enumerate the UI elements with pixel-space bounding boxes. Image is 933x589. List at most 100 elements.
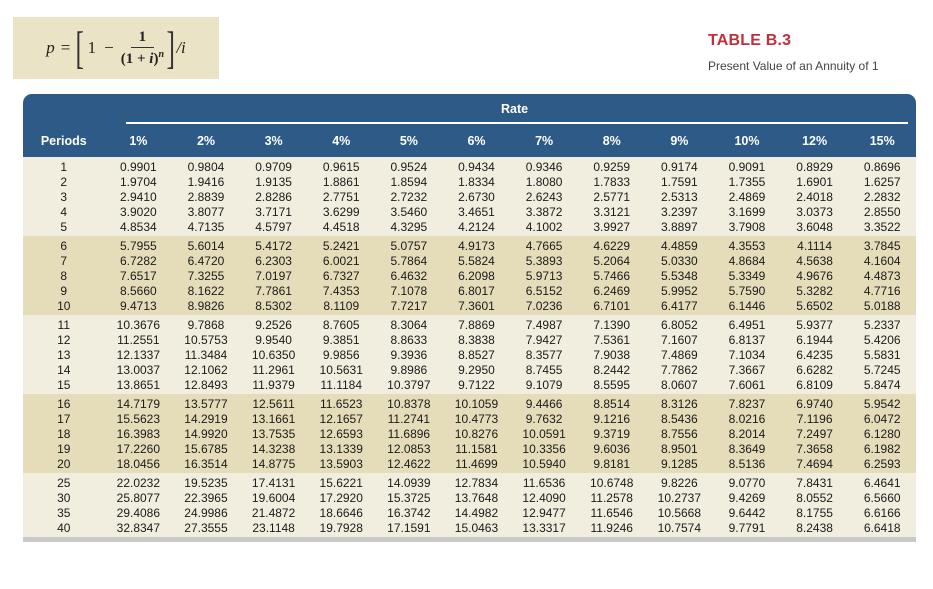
value-cell: 5.9377 (796, 317, 833, 332)
value-cell: 7.5361 (593, 332, 631, 347)
value-cell: 6.6166 (863, 505, 901, 520)
value-cell: 13.1339 (319, 441, 363, 456)
value-cell: 12.4090 (522, 490, 566, 505)
denominator-var: i (149, 50, 154, 67)
value-cell: 9.6036 (593, 441, 631, 456)
value-cell: 6.9740 (796, 396, 833, 411)
value-cell: 10.6748 (590, 475, 634, 490)
value-cell: 7.0197 (255, 268, 292, 283)
formula-equals: = (60, 38, 71, 57)
table-title: TABLE B.3 (708, 32, 792, 49)
period-cell: 19 (57, 441, 71, 456)
value-cell: 8.5136 (728, 456, 766, 471)
value-cell: 9.2526 (255, 317, 292, 332)
value-cell: 4.3553 (728, 238, 766, 253)
value-cell: 2.9410 (120, 189, 157, 204)
value-cell: 5.7590 (728, 283, 766, 298)
value-cell: 10.3797 (387, 377, 431, 392)
table-row: 4 3.9020 3.8077 3.7171 3.6299 3.5460 3.4651 3.3… (23, 204, 916, 219)
value-cell: 4.8534 (120, 219, 157, 234)
value-cell: 11.1184 (320, 377, 363, 392)
period-cell: 8 (60, 268, 68, 283)
value-cell: 9.9540 (255, 332, 292, 347)
value-cell: 3.3522 (863, 219, 901, 234)
value-cell: 7.9038 (593, 347, 631, 362)
value-cell: 0.9901 (120, 159, 157, 174)
value-cell: 8.2014 (728, 426, 766, 441)
value-cell: 14.7179 (116, 396, 161, 411)
value-cell: 6.2593 (863, 456, 901, 471)
table-row: 8 7.6517 7.3255 7.0197 6.7327 6.4632 6.2098 5.9… (23, 268, 916, 283)
value-cell: 3.5460 (390, 204, 428, 219)
value-cell: 9.3851 (322, 332, 360, 347)
period-cell: 4 (60, 204, 68, 219)
formula-box: p = [ 1 − 1 (1 + i)n ] /i (13, 17, 219, 79)
value-cell: 14.4982 (454, 505, 499, 520)
value-cell: 4.3295 (390, 219, 428, 234)
value-cell: 7.9427 (525, 332, 563, 347)
value-cell: 5.0188 (863, 298, 901, 313)
value-cell: 10.5668 (657, 505, 702, 520)
value-cell: 3.6299 (322, 204, 360, 219)
table-row: 6 5.7955 5.6014 5.4172 5.2421 5.0757 4.9173 4.7… (23, 238, 916, 253)
value-cell: 8.2442 (593, 362, 631, 377)
value-cell: 7.4987 (525, 317, 563, 332)
value-cell: 3.7171 (255, 204, 292, 219)
value-cell: 4.6229 (593, 238, 631, 253)
value-cell: 8.9501 (661, 441, 698, 456)
table-row: 13 12.1337 11.3484 10.6350 9.9856 9.3936 8.852… (23, 347, 916, 362)
value-cell: 11.3484 (184, 347, 228, 362)
rate-header-4pct: 4% (332, 134, 351, 148)
value-cell: 10.5940 (522, 456, 566, 471)
value-cell: 1.9135 (255, 174, 292, 189)
table-row: 1 0.9901 0.9804 0.9709 0.9615 0.9524 0.9434 0.9… (23, 159, 916, 174)
value-cell: 3.4651 (458, 204, 495, 219)
value-cell: 9.9856 (322, 347, 360, 362)
value-cell: 13.7535 (251, 426, 296, 441)
value-cell: 5.2337 (863, 317, 901, 332)
period-cell: 17 (57, 411, 71, 426)
table-row: 25 22.0232 19.5235 17.4131 15.6221 14.0939 12.… (23, 475, 916, 490)
value-cell: 1.8080 (525, 174, 563, 189)
value-cell: 4.9173 (458, 238, 495, 253)
period-cell: 11 (57, 317, 70, 332)
annuity-formula: p = [ 1 − 1 (1 + i)n ] /i (46, 25, 186, 71)
value-cell: 9.7868 (187, 317, 225, 332)
value-cell: 3.7845 (863, 238, 901, 253)
value-cell: 10.5753 (184, 332, 228, 347)
value-cell: 11.6536 (522, 475, 566, 490)
value-cell: 8.8514 (593, 396, 631, 411)
table-row: 3 2.9410 2.8839 2.8286 2.7751 2.7232 2.6730 2.6… (23, 189, 916, 204)
rate-header-3pct: 3% (264, 134, 283, 148)
value-cell: 10.2737 (657, 490, 702, 505)
row-band: 6 5.7955 5.6014 5.4172 5.2421 5.0757 4.9173 4.7… (23, 236, 916, 315)
value-cell: 9.7791 (728, 520, 766, 535)
value-cell: 6.4720 (187, 253, 225, 268)
value-cell: 8.1109 (323, 298, 360, 313)
value-cell: 8.3577 (525, 347, 563, 362)
value-cell: 6.7101 (593, 298, 631, 313)
value-cell: 19.5235 (184, 475, 228, 490)
value-cell: 0.8696 (863, 159, 901, 174)
value-cell: 6.2469 (593, 283, 631, 298)
value-cell: 9.8986 (390, 362, 428, 377)
value-cell: 17.2920 (319, 490, 363, 505)
value-cell: 12.9477 (522, 505, 566, 520)
rate-header-12pct: 12% (802, 134, 828, 148)
value-cell: 7.3601 (458, 298, 495, 313)
table-row: 5 4.8534 4.7135 4.5797 4.4518 4.3295 4.2124 4.1… (23, 219, 916, 234)
value-cell: 5.5831 (863, 347, 901, 362)
value-cell: 13.8651 (116, 377, 161, 392)
value-cell: 6.8017 (458, 283, 495, 298)
value-cell: 22.3965 (184, 490, 228, 505)
value-cell: 7.8869 (458, 317, 495, 332)
value-cell: 7.7862 (661, 362, 698, 377)
value-cell: 11.4699 (455, 456, 498, 471)
period-cell: 2 (60, 174, 68, 189)
value-cell: 9.4466 (525, 396, 563, 411)
value-cell: 4.5797 (255, 219, 292, 234)
value-cell: 3.8077 (187, 204, 225, 219)
value-cell: 29.4086 (116, 505, 161, 520)
value-cell: 7.3667 (728, 362, 766, 377)
value-cell: 4.2124 (458, 219, 495, 234)
